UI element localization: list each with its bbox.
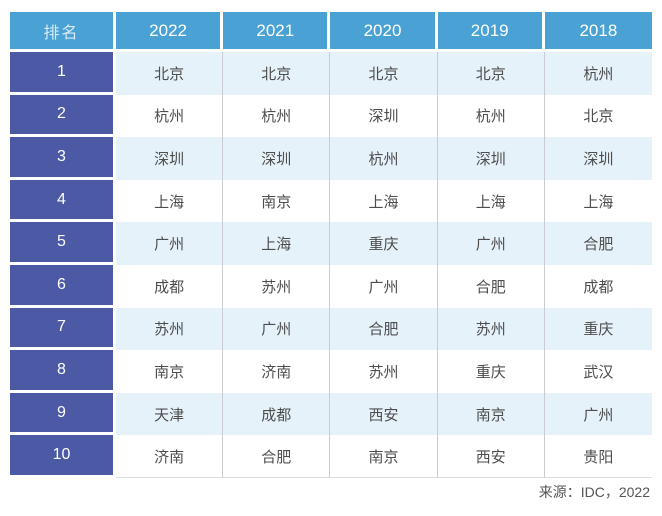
year-header-2020: 2020 — [330, 12, 438, 52]
city-cell: 西安 — [330, 392, 438, 436]
city-cell: 杭州 — [330, 137, 438, 180]
city-cell: 成都 — [544, 264, 652, 308]
city-cell: 南京 — [223, 179, 331, 223]
city-cell: 深圳 — [116, 137, 224, 180]
city-cell: 深圳 — [223, 137, 331, 180]
rank-cell: 9 — [10, 392, 116, 436]
table-header-row: 排名 2022 2021 2020 2019 2018 — [10, 12, 652, 52]
city-cell: 重庆 — [437, 350, 545, 393]
table-row: 1 北京 北京 北京 北京 杭州 — [10, 52, 652, 95]
rank-cell: 7 — [10, 307, 116, 351]
rank-cell: 5 — [10, 222, 116, 265]
city-cell: 重庆 — [544, 307, 652, 351]
city-cell: 深圳 — [330, 94, 438, 138]
city-cell: 成都 — [223, 392, 331, 436]
city-cell: 北京 — [116, 52, 224, 95]
city-cell: 武汉 — [544, 350, 652, 393]
city-cell: 苏州 — [116, 307, 224, 351]
year-header-2021: 2021 — [223, 12, 331, 52]
city-cell: 上海 — [544, 179, 652, 223]
table-row: 2 杭州 杭州 深圳 杭州 北京 — [10, 94, 652, 138]
table-body: 1 北京 北京 北京 北京 杭州 2 杭州 杭州 深圳 杭州 北京 3 深圳 深圳 杭州 深圳 深圳 4 上海 南京 上海… — [10, 52, 652, 478]
city-cell: 广州 — [116, 222, 224, 265]
city-cell: 广州 — [223, 307, 331, 351]
table-row: 7 苏州 广州 合肥 苏州 重庆 — [10, 307, 652, 351]
city-cell: 重庆 — [330, 222, 438, 265]
city-cell: 广州 — [544, 392, 652, 436]
city-cell: 上海 — [116, 179, 224, 223]
year-header-2018: 2018 — [544, 12, 652, 52]
table-row: 10 济南 合肥 南京 西安 贵阳 — [10, 435, 652, 478]
ranking-table: 排名 2022 2021 2020 2019 2018 1 北京 北京 北京 北京 杭州 2… — [10, 12, 652, 478]
city-cell: 上海 — [223, 222, 331, 265]
city-cell: 南京 — [437, 392, 545, 436]
year-header-2022: 2022 — [116, 12, 224, 52]
table-row: 6 成都 苏州 广州 合肥 成都 — [10, 264, 652, 308]
city-cell: 成都 — [116, 264, 224, 308]
city-cell: 北京 — [437, 52, 545, 95]
city-cell: 苏州 — [437, 307, 545, 351]
city-cell: 济南 — [116, 435, 224, 478]
table-row: 9 天津 成都 西安 南京 广州 — [10, 392, 652, 436]
rank-cell: 10 — [10, 435, 116, 478]
city-cell: 南京 — [116, 350, 224, 393]
city-cell: 北京 — [330, 52, 438, 95]
city-cell: 合肥 — [437, 264, 545, 308]
city-cell: 上海 — [330, 179, 438, 223]
rank-cell: 4 — [10, 179, 116, 223]
table-row: 4 上海 南京 上海 上海 上海 — [10, 179, 652, 223]
rank-cell: 1 — [10, 52, 116, 95]
city-cell: 杭州 — [223, 94, 331, 138]
table-row: 3 深圳 深圳 杭州 深圳 深圳 — [10, 137, 652, 180]
city-cell: 苏州 — [223, 264, 331, 308]
city-cell: 深圳 — [437, 137, 545, 180]
city-cell: 西安 — [437, 435, 545, 478]
city-cell: 合肥 — [544, 222, 652, 265]
rank-column-header: 排名 — [10, 12, 116, 52]
city-cell: 广州 — [437, 222, 545, 265]
rank-cell: 8 — [10, 350, 116, 393]
city-cell: 杭州 — [116, 94, 224, 138]
city-cell: 北京 — [223, 52, 331, 95]
city-cell: 合肥 — [223, 435, 331, 478]
city-cell: 上海 — [437, 179, 545, 223]
rank-cell: 6 — [10, 264, 116, 308]
year-header-2019: 2019 — [437, 12, 545, 52]
table-row: 5 广州 上海 重庆 广州 合肥 — [10, 222, 652, 265]
city-cell: 杭州 — [437, 94, 545, 138]
source-note: 来源：IDC，2022 — [538, 484, 650, 500]
city-cell: 苏州 — [330, 350, 438, 393]
city-cell: 杭州 — [544, 52, 652, 95]
city-cell: 深圳 — [544, 137, 652, 180]
city-cell: 广州 — [330, 264, 438, 308]
table-row: 8 南京 济南 苏州 重庆 武汉 — [10, 350, 652, 393]
city-cell: 北京 — [544, 94, 652, 138]
rank-cell: 2 — [10, 94, 116, 138]
rank-cell: 3 — [10, 137, 116, 180]
city-cell: 贵阳 — [544, 435, 652, 478]
city-cell: 合肥 — [330, 307, 438, 351]
city-cell: 南京 — [330, 435, 438, 478]
city-cell: 济南 — [223, 350, 331, 393]
city-cell: 天津 — [116, 392, 224, 436]
